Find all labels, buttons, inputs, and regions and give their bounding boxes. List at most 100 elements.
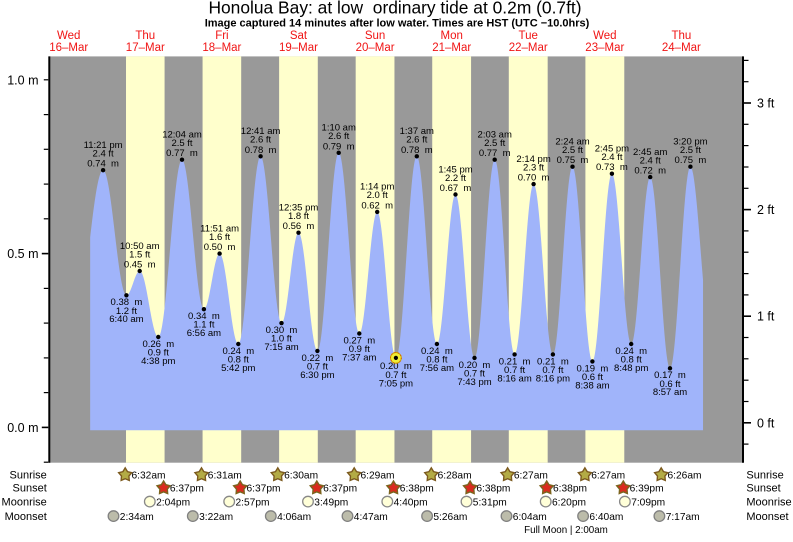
svg-text:Thu: Thu — [671, 30, 691, 42]
svg-text:6:38pm: 6:38pm — [476, 484, 510, 495]
svg-text:6:26am: 6:26am — [668, 471, 702, 482]
svg-text:23–Mar: 23–Mar — [585, 42, 624, 54]
svg-text:2.6 ft: 2.6 ft — [328, 131, 349, 142]
svg-text:1.0 m: 1.0 m — [7, 73, 38, 87]
svg-text:2.6 ft: 2.6 ft — [406, 135, 427, 146]
svg-text:2.4 ft: 2.4 ft — [93, 149, 114, 160]
svg-text:6:30am: 6:30am — [284, 471, 318, 482]
svg-text:0.20 m: 0.20 m — [380, 361, 412, 372]
svg-text:2.4 ft: 2.4 ft — [601, 152, 622, 163]
svg-text:0.22 m: 0.22 m — [302, 353, 334, 364]
svg-text:2.5 ft: 2.5 ft — [171, 138, 192, 149]
svg-text:1:14 pm: 1:14 pm — [360, 182, 394, 193]
svg-text:0.56 m: 0.56 m — [283, 221, 315, 232]
svg-text:12:04 am: 12:04 am — [162, 130, 202, 141]
svg-text:4:38 pm: 4:38 pm — [141, 356, 175, 367]
svg-text:6:40 am: 6:40 am — [109, 314, 143, 325]
svg-text:18–Mar: 18–Mar — [202, 42, 241, 54]
svg-text:0.6 ft: 0.6 ft — [582, 372, 603, 383]
svg-text:3 ft: 3 ft — [757, 97, 775, 111]
svg-text:6:27am: 6:27am — [514, 471, 548, 482]
svg-text:6:32am: 6:32am — [132, 471, 166, 482]
svg-text:0.27 m: 0.27 m — [343, 335, 375, 346]
svg-text:Fri: Fri — [215, 30, 228, 42]
svg-text:1.1 ft: 1.1 ft — [193, 320, 214, 331]
svg-text:Sat: Sat — [290, 30, 308, 42]
svg-text:0.7 ft: 0.7 ft — [464, 368, 485, 379]
svg-text:8:16 am: 8:16 am — [497, 373, 531, 384]
svg-text:5:26am: 5:26am — [433, 512, 467, 523]
svg-text:1:10 am: 1:10 am — [322, 123, 356, 134]
svg-text:0.24 m: 0.24 m — [222, 346, 254, 357]
svg-text:Moonset: Moonset — [746, 511, 788, 523]
svg-text:0 ft: 0 ft — [757, 416, 775, 430]
svg-text:2.2 ft: 2.2 ft — [445, 173, 466, 184]
svg-text:16–Mar: 16–Mar — [49, 42, 88, 54]
svg-text:7:43 pm: 7:43 pm — [457, 377, 491, 388]
svg-text:0.8 ft: 0.8 ft — [426, 355, 447, 366]
svg-text:0.77 m: 0.77 m — [479, 148, 511, 159]
svg-text:3:49pm: 3:49pm — [314, 497, 348, 508]
svg-text:0.74 m: 0.74 m — [87, 159, 119, 170]
svg-text:Honolua Bay: at low ordinary: Honolua Bay: at low ordinary tide at 0.2… — [208, 0, 581, 18]
svg-text:0.30 m: 0.30 m — [266, 325, 298, 336]
svg-text:0.9 ft: 0.9 ft — [148, 348, 169, 359]
svg-text:6:38pm: 6:38pm — [400, 484, 434, 495]
svg-text:7:56 am: 7:56 am — [420, 363, 454, 374]
svg-text:1.5 ft: 1.5 ft — [129, 249, 150, 260]
svg-text:0.72 m: 0.72 m — [634, 166, 666, 177]
svg-text:1:37 am: 1:37 am — [400, 126, 434, 137]
svg-text:Sunrise: Sunrise — [10, 470, 47, 482]
svg-text:20–Mar: 20–Mar — [356, 42, 395, 54]
svg-text:8:48 pm: 8:48 pm — [614, 363, 648, 374]
svg-text:6:56 am: 6:56 am — [187, 328, 221, 339]
svg-text:Sun: Sun — [365, 30, 385, 42]
svg-text:Thu: Thu — [135, 30, 155, 42]
svg-text:2.5 ft: 2.5 ft — [680, 145, 701, 156]
svg-text:0.24 m: 0.24 m — [421, 346, 453, 357]
svg-text:Moonrise: Moonrise — [2, 496, 47, 508]
svg-text:0.62 m: 0.62 m — [361, 200, 393, 211]
svg-text:0.5 m: 0.5 m — [7, 247, 38, 261]
svg-text:0.73 m: 0.73 m — [596, 162, 628, 173]
svg-text:3:22am: 3:22am — [199, 512, 233, 523]
svg-text:4:47am: 4:47am — [354, 512, 388, 523]
svg-text:1.2 ft: 1.2 ft — [116, 306, 137, 317]
svg-text:2.4 ft: 2.4 ft — [640, 155, 661, 166]
svg-text:0.20 m: 0.20 m — [459, 360, 491, 371]
svg-text:4:40pm: 4:40pm — [394, 497, 428, 508]
svg-text:12:41 am: 12:41 am — [241, 126, 281, 137]
svg-text:6:39pm: 6:39pm — [630, 484, 664, 495]
svg-text:0.17 m: 0.17 m — [654, 370, 686, 381]
svg-text:0.7 ft: 0.7 ft — [307, 361, 328, 372]
svg-text:17–Mar: 17–Mar — [126, 42, 165, 54]
svg-text:2:24 am: 2:24 am — [555, 137, 589, 148]
svg-text:8:16 pm: 8:16 pm — [536, 373, 570, 384]
svg-text:6:37pm: 6:37pm — [323, 484, 357, 495]
svg-text:2 ft: 2 ft — [757, 203, 775, 217]
svg-text:6:38pm: 6:38pm — [553, 484, 587, 495]
svg-text:0.75 m: 0.75 m — [675, 155, 707, 166]
svg-text:8:57 am: 8:57 am — [653, 387, 687, 398]
svg-text:0.77 m: 0.77 m — [166, 148, 198, 159]
svg-text:12:35 pm: 12:35 pm — [279, 203, 319, 214]
svg-text:1.8 ft: 1.8 ft — [288, 211, 309, 222]
svg-text:0.19 m: 0.19 m — [577, 363, 609, 374]
svg-text:19–Mar: 19–Mar — [279, 42, 318, 54]
svg-text:Image captured 14 minutes afte: Image captured 14 minutes after low wate… — [205, 18, 590, 30]
svg-text:Sunset: Sunset — [746, 483, 780, 495]
svg-text:7:09pm: 7:09pm — [631, 497, 665, 508]
svg-text:2:57pm: 2:57pm — [236, 497, 270, 508]
svg-text:0.8 ft: 0.8 ft — [621, 355, 642, 366]
svg-text:6:31am: 6:31am — [208, 471, 242, 482]
svg-text:22–Mar: 22–Mar — [509, 42, 548, 54]
svg-text:2:34am: 2:34am — [120, 512, 154, 523]
svg-text:7:17am: 7:17am — [666, 512, 700, 523]
svg-text:1.0 ft: 1.0 ft — [271, 334, 292, 345]
svg-text:8:38 am: 8:38 am — [575, 380, 609, 391]
svg-text:0.78 m: 0.78 m — [245, 145, 277, 156]
svg-text:6:37pm: 6:37pm — [247, 484, 281, 495]
svg-text:6:20pm: 6:20pm — [552, 497, 586, 508]
svg-text:2:45 am: 2:45 am — [633, 147, 667, 158]
svg-text:2.5 ft: 2.5 ft — [484, 138, 505, 149]
